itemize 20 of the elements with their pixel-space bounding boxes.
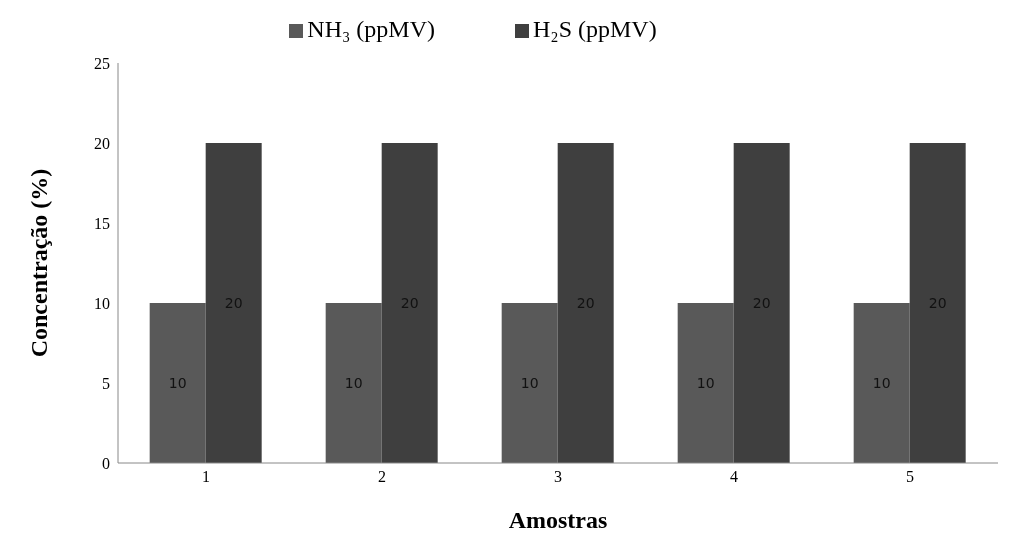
y-tick-label: 10	[94, 294, 110, 312]
y-axis-title: Concentração (%)	[25, 168, 52, 358]
x-axis-title: Amostras	[508, 507, 608, 533]
x-tick-label: 1	[202, 468, 210, 486]
y-tick-label: 5	[102, 374, 110, 392]
data-label: 10	[344, 374, 363, 391]
y-tick-label: 0	[102, 454, 110, 472]
y-tick-label: 20	[94, 134, 110, 152]
x-tick-label: 3	[554, 468, 562, 486]
x-tick-label: 2	[378, 468, 386, 486]
legend-label: NH₃ (ppMV)	[307, 16, 435, 42]
data-label: 10	[872, 374, 891, 391]
legend-label: H₂S (ppMV)	[532, 16, 657, 42]
data-label: 10	[696, 374, 715, 391]
data-label: 10	[520, 374, 539, 391]
y-tick-label: 15	[94, 214, 110, 232]
data-label: 10	[168, 374, 187, 391]
x-tick-label: 5	[906, 468, 914, 486]
y-tick-label: 25	[94, 54, 110, 72]
x-tick-label: 4	[730, 468, 738, 486]
